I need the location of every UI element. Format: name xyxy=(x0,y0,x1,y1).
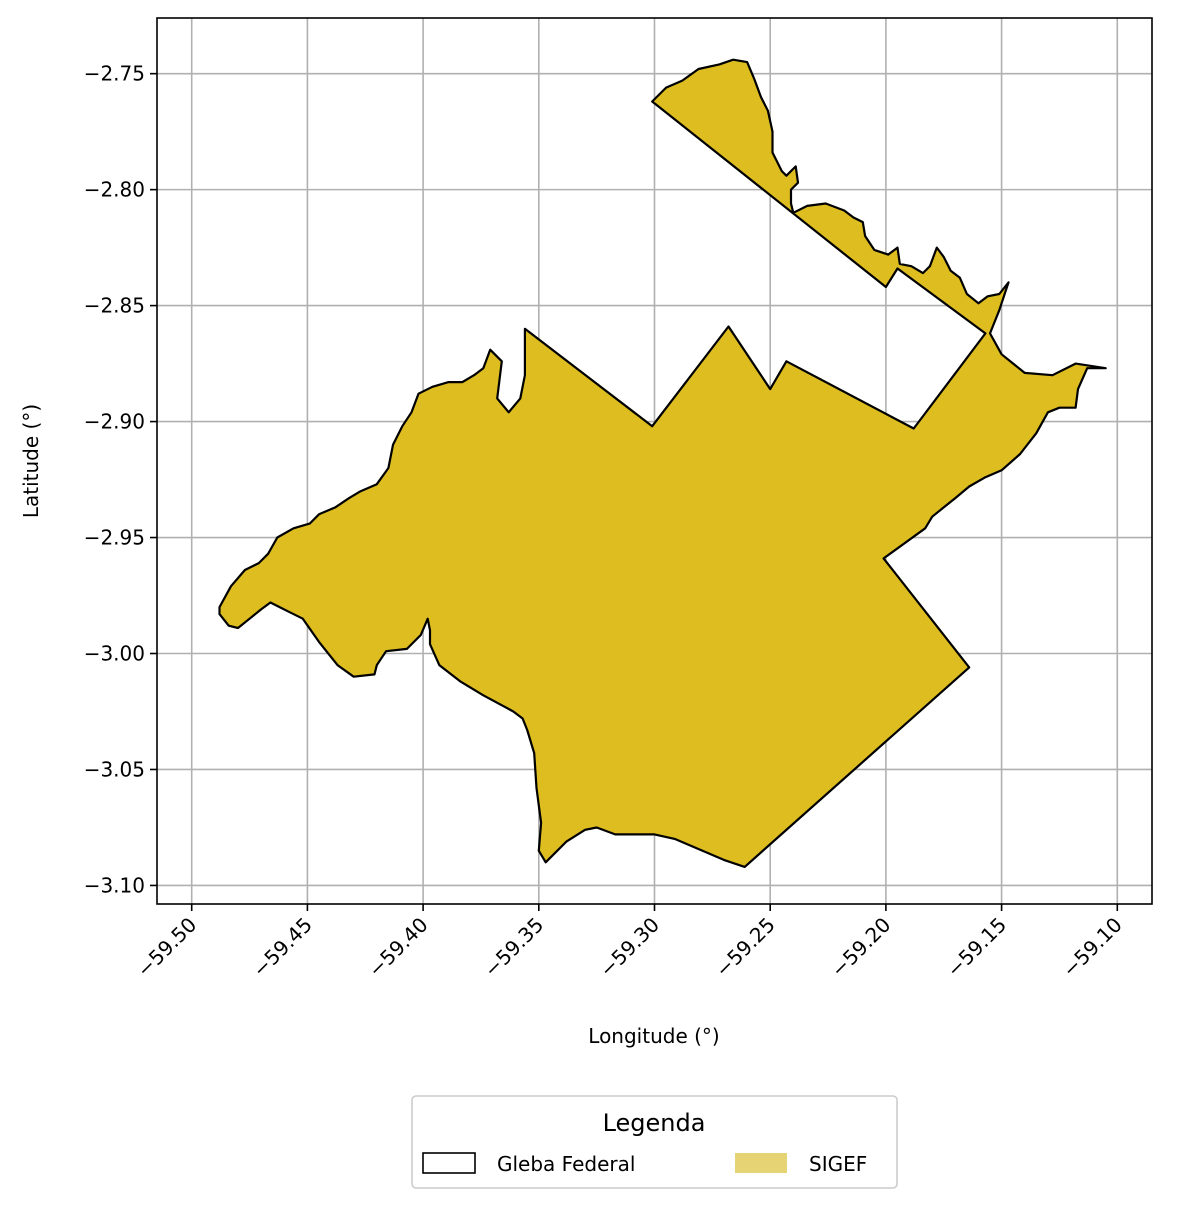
y-tick-label: −2.85 xyxy=(84,294,145,318)
x-tick-label: −59.40 xyxy=(363,913,432,982)
x-tick-label: −59.20 xyxy=(826,913,895,982)
y-tick-label: −2.75 xyxy=(84,62,145,86)
x-tick-label: −59.30 xyxy=(595,913,664,982)
x-tick-label: −59.50 xyxy=(132,913,201,982)
x-tick-label: −59.15 xyxy=(942,913,1011,982)
y-tick-label: −2.95 xyxy=(84,526,145,550)
legend: Legenda Gleba Federal SIGEF xyxy=(411,1095,898,1189)
x-tick-label: −59.35 xyxy=(479,913,548,982)
legend-title: Legenda xyxy=(603,1109,706,1137)
legend-swatch-gleba-federal xyxy=(422,1152,476,1174)
x-tick-label: −59.25 xyxy=(710,913,779,982)
legend-label-sigef: SIGEF xyxy=(809,1152,867,1176)
gleba-polygon-main xyxy=(218,58,1107,868)
y-tick-label: −3.10 xyxy=(84,873,145,897)
y-tick-label: −3.00 xyxy=(84,642,145,666)
y-tick-label: −2.80 xyxy=(84,178,145,202)
legend-label-gleba-federal: Gleba Federal xyxy=(497,1152,635,1176)
y-tick-label: −2.90 xyxy=(84,410,145,434)
x-tick-label: −59.45 xyxy=(248,913,317,982)
x-axis-title: Longitude (°) xyxy=(588,1024,719,1048)
x-tick-label: −59.10 xyxy=(1058,913,1127,982)
y-axis-title: Latitude (°) xyxy=(19,404,43,518)
polygon-layer xyxy=(218,58,1107,868)
y-tick-label: −3.05 xyxy=(84,757,145,781)
legend-swatch-sigef xyxy=(735,1153,787,1173)
